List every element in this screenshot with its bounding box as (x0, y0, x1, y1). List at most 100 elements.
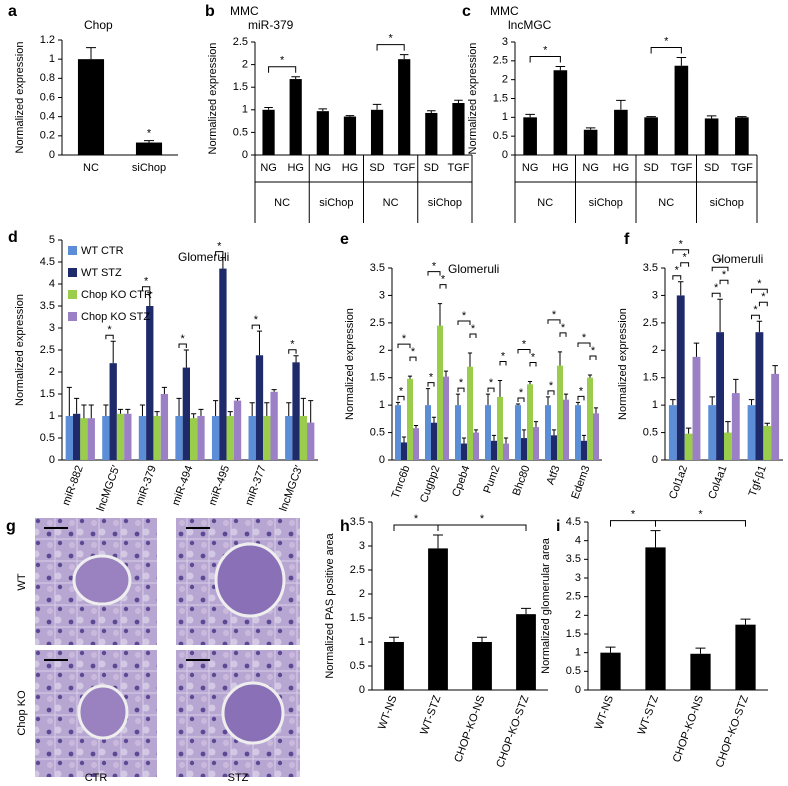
bar (307, 422, 315, 460)
y-tick-label: 0 (49, 454, 55, 466)
significance-label: * (429, 372, 434, 384)
y-tick-label: 2.5 (493, 55, 508, 67)
y-tick-label: 1 (359, 636, 365, 648)
chart-title: Glomeruli (178, 250, 229, 264)
x-tick-label: WT-STZ (418, 694, 443, 737)
error-bar (740, 618, 751, 625)
x-tick-label: TGF (393, 162, 415, 174)
bar (472, 642, 492, 690)
significance-label: * (579, 385, 584, 397)
error-bar (551, 429, 557, 436)
error-bar (491, 434, 497, 441)
x-tick-label: CHOP-KO-STZ (494, 694, 531, 770)
x-tick-label: siChop (132, 162, 166, 174)
chart-panel: i 0 0.5 1 1.5 2 2.5 3 3.5 4 4.5 Normalized glomerul… (540, 508, 768, 769)
chart-title: MMC (490, 4, 519, 18)
bar (557, 365, 563, 460)
error-bar (581, 434, 587, 441)
panel-label: i (556, 518, 560, 535)
bar (219, 268, 227, 460)
chart-panel: d Glomeruli 0 0.5 1 1.5 2 2.5 3 3.5 4 4.5 5 Normalize… (8, 229, 318, 513)
group-label: siChop (428, 197, 462, 209)
significance-bracket (655, 520, 746, 527)
y-tick-label: 0.6 (40, 91, 55, 103)
bar (395, 405, 401, 460)
significance-label: * (519, 387, 524, 399)
bar (473, 432, 479, 460)
group-label: siChop (710, 197, 744, 209)
significance-bracket (469, 333, 477, 339)
bar (407, 378, 413, 460)
significance-bracket (529, 55, 561, 63)
error-bar (695, 647, 706, 654)
group-label: NC (537, 197, 553, 209)
x-tick-label: WT-NS (593, 694, 616, 731)
error-bar (318, 108, 328, 112)
panel-label: h (340, 518, 350, 535)
group-label: NC (658, 197, 674, 209)
significance-label: * (675, 265, 680, 277)
x-tick-label: miR-495 (207, 464, 232, 507)
y-tick-label: 3 (502, 36, 508, 48)
y-tick-label: 1.5 (350, 612, 365, 624)
x-tick-label: CHOP-KO-STZ (714, 694, 751, 770)
error-bar (407, 375, 413, 379)
bar (262, 109, 275, 155)
error-bar (399, 54, 409, 60)
bar (692, 356, 701, 460)
bar (428, 548, 448, 690)
bar (763, 425, 772, 460)
y-tick-label: 2 (359, 588, 365, 600)
y-tick-label: 5 (49, 234, 55, 246)
error-bar (144, 140, 154, 143)
bar (755, 332, 764, 460)
significance-bracket (758, 301, 768, 307)
x-tick-label: Atf3 (545, 464, 563, 487)
y-tick-label: 2.5 (233, 36, 248, 48)
x-tick-label: NG (260, 162, 277, 174)
significance-label: * (462, 310, 467, 322)
error-bar (191, 413, 197, 419)
legend-swatch (68, 246, 77, 255)
error-bar (147, 292, 153, 306)
bar (146, 306, 154, 460)
bar (553, 70, 568, 155)
bar (285, 416, 293, 460)
legend-label: Chop KO STZ (81, 311, 150, 323)
bar (521, 438, 527, 460)
error-bar (593, 407, 599, 414)
y-tick-label: 0 (359, 684, 365, 696)
significance-label: * (399, 385, 404, 397)
y-tick-label: 0.5 (493, 130, 508, 142)
significance-bracket (457, 320, 471, 326)
bar (575, 405, 581, 460)
bar (197, 416, 205, 460)
row-label: Chop KO (16, 690, 28, 736)
x-tick-label: TGF (731, 162, 753, 174)
chart-title: Glomeruli (712, 252, 763, 266)
bar (593, 413, 599, 460)
chart-panel: h 0 0.5 1 1.5 2 2.5 3 3.5 Normalized PAS positive… (324, 513, 548, 769)
y-axis-label: Normalized expression (14, 294, 26, 406)
x-tick-label: lncMGC5′ (95, 464, 123, 513)
significance-label: * (459, 377, 464, 389)
significance-label: * (631, 508, 636, 520)
significance-bracket (751, 288, 768, 294)
error-bar (401, 436, 407, 443)
bar (343, 116, 357, 155)
x-tick-label: TGF (670, 162, 692, 174)
x-tick-label: Cugbp2 (418, 464, 442, 504)
bar (255, 355, 264, 460)
error-bar (220, 257, 226, 269)
bar (270, 391, 278, 460)
y-axis-label: Normalized expression (617, 308, 629, 420)
error-bar (227, 411, 233, 416)
significance-label: * (591, 345, 596, 357)
significance-label: * (280, 55, 285, 67)
significance-label: * (552, 309, 557, 321)
chart-panel: f Glomeruli 0 0.5 1 1.5 2 2.5 3 3.5 Normalized exp… (617, 231, 783, 501)
bar (425, 112, 438, 155)
x-tick-label: NG (582, 162, 599, 174)
significance-label: * (181, 333, 186, 345)
